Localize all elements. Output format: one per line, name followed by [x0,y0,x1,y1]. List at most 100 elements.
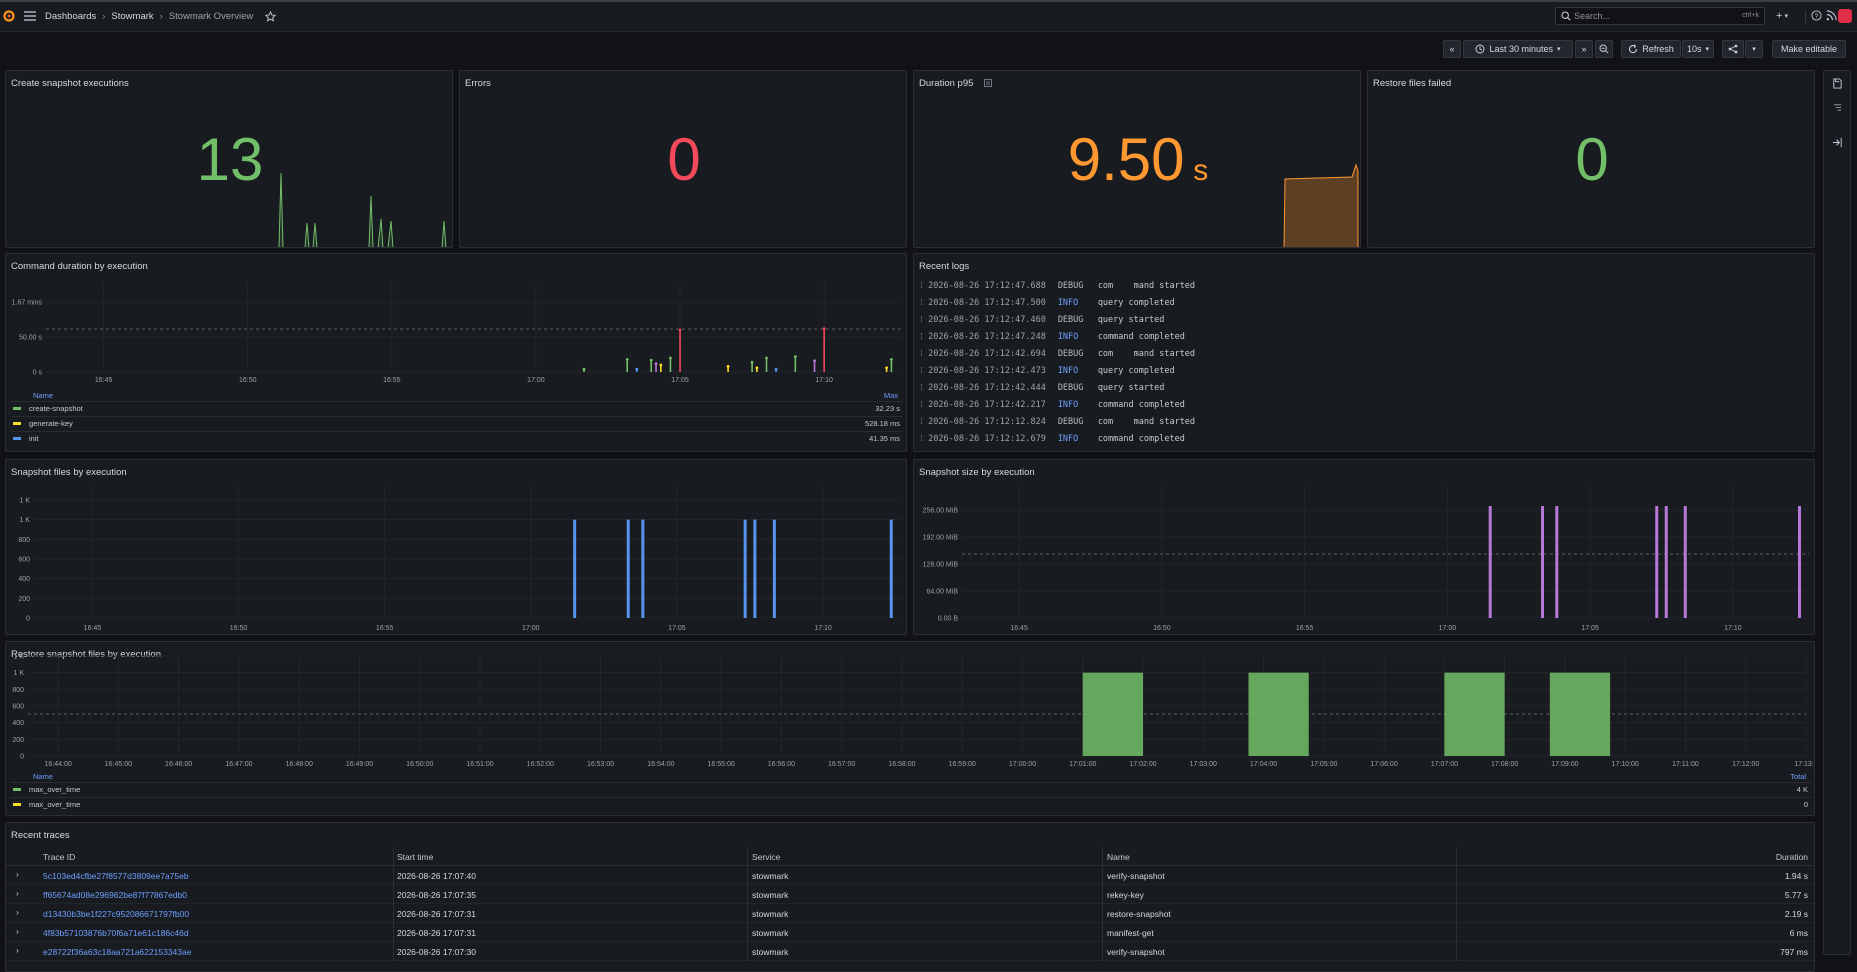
zoom-out-button[interactable] [1595,40,1613,58]
log-row[interactable]: ⁞ 2026-08-26 17:12:42.217 INFO command comp… [919,398,1185,412]
data-point [649,358,653,362]
time-forward-button[interactable]: » [1575,40,1593,58]
legend-row[interactable]: max_over_time 4 K [11,782,1811,796]
y-tick-label: 50.00 s [19,335,42,342]
outline-icon[interactable] [1832,102,1843,113]
log-row[interactable]: ⁞ 2026-08-26 17:12:12.824 DEBUG com mand st… [919,415,1195,429]
column-header-trace-id[interactable]: Trace ID [43,852,76,862]
expand-chevron-icon[interactable]: › [16,888,19,898]
add-icon[interactable]: + ▾ [1776,10,1788,22]
search-box[interactable]: Search... ctrl+k [1555,7,1765,25]
legend-row[interactable]: generate-key 528.18 ms [11,416,903,430]
table-row[interactable]: › ff65674ad08e296962be87f77867edb0 2026-08… [6,885,1814,904]
breadcrumb-dashboards[interactable]: Dashboards [45,11,97,22]
legend-label: generate-key [29,419,73,428]
refresh-button[interactable]: Refresh [1621,40,1681,58]
x-tick-label: 16:55 [383,377,401,384]
log-level: DEBUG [1057,315,1084,325]
expand-chevron-icon[interactable]: › [16,869,19,879]
log-timestamp: 2026-08-26 17:12:42.694 [928,349,1046,359]
column-divider [747,904,748,923]
x-tick-label: 17:11:00 [1672,761,1699,768]
table-row[interactable]: › d13430b3be1f227c952086671797fb00 2026-08… [6,904,1814,923]
collapse-icon[interactable] [1832,137,1843,148]
menu-icon[interactable] [23,9,37,23]
log-row[interactable]: ⁞ 2026-08-26 17:12:47.248 INFO command comp… [919,330,1185,344]
top-nav-bar: Dashboards › Stowmark › Stowmark Overvie… [0,0,1857,32]
log-level-marker: ⁞ [919,281,925,291]
log-level: DEBUG [1057,349,1084,359]
column-header-service[interactable]: Service [752,852,781,862]
refresh-interval-picker[interactable]: 10s ▾ [1682,40,1714,58]
expand-chevron-icon[interactable]: › [16,926,19,936]
panel-title: Recent traces [11,830,70,841]
legend-row[interactable]: max_over_time 0 [11,797,1811,811]
panel-command-duration: Command duration by execution 1.67 mins 5… [5,253,907,452]
x-tick-label: 17:07:00 [1431,761,1458,768]
legend-swatch [13,407,21,410]
trace-id-link[interactable]: d13430b3be1f227c952086671797fb00 [43,909,190,919]
log-row[interactable]: ⁞ 2026-08-26 17:12:42.694 DEBUG com mand st… [919,347,1195,361]
x-tick-label: 17:10:00 [1612,761,1639,768]
time-back-button[interactable]: « [1443,40,1461,58]
trace-duration: 2.19 s [1784,909,1808,919]
legend-row[interactable]: create-snapshot 32.23 s [11,401,903,415]
column-divider [393,904,394,923]
log-row[interactable]: ⁞ 2026-08-26 17:12:47.500 INFO query comple… [919,296,1175,310]
time-range-picker[interactable]: Last 30 minutes ▾ [1463,40,1573,58]
info-icon[interactable] [984,79,992,87]
log-row[interactable]: ⁞ 2026-08-26 17:12:42.473 INFO query comple… [919,364,1175,378]
x-tick-label: 16:54:00 [647,761,674,768]
search-shortcut: ctrl+k [1742,12,1759,19]
log-level-marker: ⁞ [919,434,925,444]
y-tick-label: 1 K [19,498,30,505]
make-editable-button[interactable]: Make editable [1772,40,1846,58]
help-icon[interactable]: ? [1811,10,1822,21]
expand-chevron-icon[interactable]: › [16,945,19,955]
x-tick-label: 16:45 [84,625,102,632]
legend-row[interactable]: init 41.35 ms [11,431,903,445]
column-header-start-time[interactable]: Start time [397,852,434,862]
column-header-name[interactable]: Name [1107,852,1130,862]
breadcrumb-stowmark[interactable]: Stowmark [111,11,154,22]
table-row[interactable]: › 4f83b57103876b70f6a71e61c186c46d 2026-08… [6,923,1814,942]
trace-service: stowmark [752,890,789,900]
column-header-duration[interactable]: Duration [1775,852,1808,862]
share-button[interactable] [1722,40,1744,58]
rss-icon[interactable] [1826,10,1837,21]
bar [1797,506,1801,618]
grafana-logo-icon[interactable] [3,9,15,23]
bar [1541,506,1545,618]
share-menu-button[interactable]: ▾ [1745,40,1763,58]
log-row[interactable]: ⁞ 2026-08-26 17:12:47.460 DEBUG query start… [919,313,1164,327]
log-row[interactable]: ⁞ 2026-08-26 17:12:12.679 INFO command comp… [919,432,1185,446]
data-point [889,358,893,361]
breadcrumb-separator: › [102,11,106,22]
x-tick-label: 17:00 [522,625,540,632]
table-row[interactable]: › 5c103ed4cfbe27f8577d3809ee7a75eb 2026-08… [6,866,1814,885]
trace-duration: 5.77 s [1784,890,1808,900]
log-level: INFO [1057,366,1079,376]
sparkline [1283,163,1359,247]
trace-id-link[interactable]: 5c103ed4cfbe27f8577d3809ee7a75eb [43,871,189,881]
legend-max: 32.23 s [875,404,900,413]
save-icon[interactable] [1832,78,1843,89]
data-point [654,362,658,365]
trace-id-link[interactable]: 4f83b57103876b70f6a71e61c186c46d [43,928,189,938]
trace-id-link[interactable]: e28722f36a63c18aa721a622153343ae [43,947,192,957]
expand-chevron-icon[interactable]: › [16,907,19,917]
avatar[interactable] [1838,9,1852,23]
trace-id-link[interactable]: ff65674ad08e296962be87f77867edb0 [43,890,188,900]
trace-duration: 797 ms [1780,947,1808,957]
legend-header-max: Max [883,391,898,400]
log-message: command completed [1097,434,1185,444]
legend-max: 41.35 ms [869,434,900,443]
x-tick-label: 17:00 [1439,625,1457,632]
log-row[interactable]: ⁞ 2026-08-26 17:12:47.688 DEBUG com mand st… [919,279,1195,293]
panel-title: Restore snapshot files by execution [11,649,161,660]
table-row[interactable]: › e28722f36a63c18aa721a622153343ae 2026-08… [6,942,1814,961]
legend-header-name: Name [33,772,54,781]
log-row[interactable]: ⁞ 2026-08-26 17:12:42.444 DEBUG query start… [919,381,1164,395]
star-icon[interactable] [265,11,277,22]
panel-recent-logs: Recent logs ⁞ 2026-08-26 17:12:47.688 DEBU… [913,253,1815,452]
